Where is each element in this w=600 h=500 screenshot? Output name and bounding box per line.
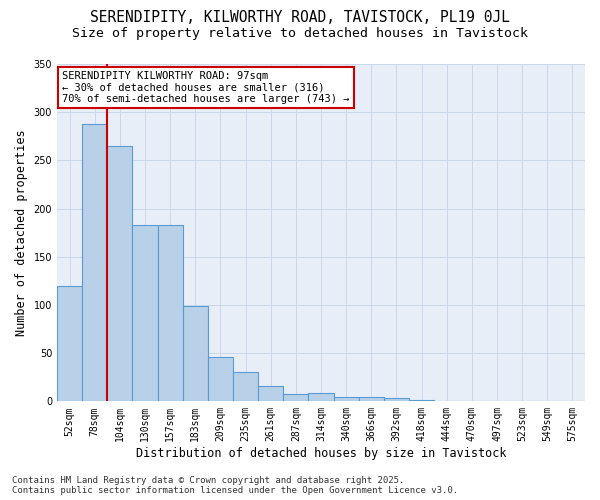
Bar — [233, 372, 258, 402]
X-axis label: Distribution of detached houses by size in Tavistock: Distribution of detached houses by size … — [136, 447, 506, 460]
Bar — [133, 225, 158, 402]
Text: SERENDIPITY, KILWORTHY ROAD, TAVISTOCK, PL19 0JL: SERENDIPITY, KILWORTHY ROAD, TAVISTOCK, … — [90, 10, 510, 25]
Bar — [183, 306, 208, 402]
Text: Size of property relative to detached houses in Tavistock: Size of property relative to detached ho… — [72, 28, 528, 40]
Bar — [308, 392, 334, 402]
Bar — [359, 398, 384, 402]
Bar — [208, 357, 233, 402]
Text: SERENDIPITY KILWORTHY ROAD: 97sqm
← 30% of detached houses are smaller (316)
70%: SERENDIPITY KILWORTHY ROAD: 97sqm ← 30% … — [62, 70, 350, 104]
Bar — [409, 400, 434, 402]
Bar — [107, 146, 133, 402]
Bar — [158, 225, 183, 402]
Bar — [57, 286, 82, 402]
Bar — [384, 398, 409, 402]
Bar — [258, 386, 283, 402]
Y-axis label: Number of detached properties: Number of detached properties — [15, 130, 28, 336]
Bar — [334, 396, 359, 402]
Bar — [283, 394, 308, 402]
Bar — [82, 124, 107, 402]
Text: Contains HM Land Registry data © Crown copyright and database right 2025.
Contai: Contains HM Land Registry data © Crown c… — [12, 476, 458, 495]
